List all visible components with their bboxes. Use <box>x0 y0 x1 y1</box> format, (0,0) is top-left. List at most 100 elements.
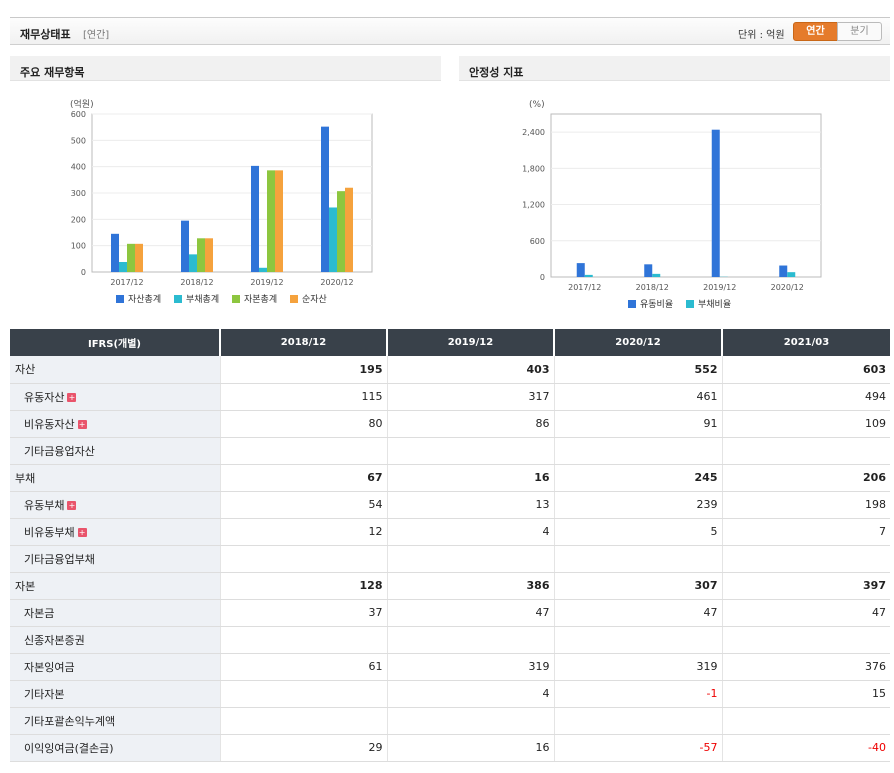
table-cell <box>721 437 890 465</box>
bar <box>644 264 653 277</box>
row-label[interactable]: 비유동자산 + <box>10 410 220 438</box>
table-cell: 403 <box>386 356 554 384</box>
x-tick-label: 2017/12 <box>568 283 601 292</box>
row-label: 자본 <box>10 572 220 600</box>
table-cell: 16 <box>386 734 554 762</box>
table-row: 기타포괄손익누계액 <box>10 707 890 735</box>
table-cell: 115 <box>219 383 387 411</box>
bar <box>189 254 197 272</box>
row-label: 기타금융업자산 <box>10 437 220 465</box>
table-cell: -40 <box>721 734 890 762</box>
bar <box>127 243 135 272</box>
row-label-text: 비유동자산 <box>24 417 75 431</box>
y-tick-label: 200 <box>71 215 86 224</box>
expand-plus-icon[interactable]: + <box>77 528 87 537</box>
row-label-text: 자본금 <box>24 606 55 620</box>
table-cell <box>219 680 387 708</box>
row-label: 자본잉여금 <box>10 653 220 681</box>
legend-swatch <box>290 295 298 303</box>
table-cell: 5 <box>553 518 722 546</box>
column-header-period: 2019/12 <box>386 329 554 356</box>
row-label-text: 기타자본 <box>24 687 65 701</box>
legend-swatch <box>116 295 124 303</box>
legend-swatch <box>628 300 636 308</box>
y-tick-label: 500 <box>71 136 86 145</box>
annual-toggle-button[interactable]: 연간 <box>793 22 838 41</box>
legend-label: 자산총계 <box>128 293 161 305</box>
row-label: 기타금융업부채 <box>10 545 220 573</box>
quarter-toggle-button[interactable]: 분기 <box>837 22 882 41</box>
table-cell: 67 <box>219 464 387 492</box>
row-label[interactable]: 비유동부채 + <box>10 518 220 546</box>
y-tick-label: 2,400 <box>522 128 545 137</box>
table-cell <box>219 545 387 573</box>
table-cell <box>553 545 722 573</box>
expand-plus-icon[interactable]: + <box>77 420 87 429</box>
major-items-title: 주요 재무항목 <box>10 56 441 81</box>
row-label-text: 부채 <box>15 471 36 485</box>
row-label: 신종자본증권 <box>10 626 220 654</box>
bar <box>711 129 720 277</box>
table-cell <box>219 437 387 465</box>
table-cell: 397 <box>721 572 890 600</box>
bar <box>181 220 189 272</box>
column-header-period: 2021/03 <box>721 329 890 356</box>
expand-plus-icon[interactable]: + <box>67 393 77 402</box>
table-row: 자산 195 403 552 603 <box>10 356 890 384</box>
x-tick-label: 2020/12 <box>771 283 804 292</box>
expand-plus-icon[interactable]: + <box>67 501 77 510</box>
row-label-text: 신종자본증권 <box>24 633 85 647</box>
bar <box>345 187 353 272</box>
y-tick-label: 300 <box>71 189 86 198</box>
table-cell: 29 <box>219 734 387 762</box>
row-label: 자산 <box>10 356 220 384</box>
table-row: 신종자본증권 <box>10 626 890 654</box>
table-cell: 13 <box>386 491 554 519</box>
row-label-text: 자본잉여금 <box>24 660 75 674</box>
bar <box>787 272 796 277</box>
bar <box>652 273 661 277</box>
table-cell: 307 <box>553 572 722 600</box>
legend-label: 순자산 <box>302 294 327 305</box>
table-cell: 86 <box>386 410 554 438</box>
table-cell: 4 <box>386 680 554 708</box>
table-cell: 319 <box>553 653 722 681</box>
row-label[interactable]: 유동자산 + <box>10 383 220 411</box>
row-label: 자본금 <box>10 599 220 627</box>
table-cell: 47 <box>553 599 722 627</box>
column-header-period: 2020/12 <box>553 329 722 356</box>
stability-chart: 0 600 1,200 1,800 2,400 (%) 2017/12 2018/12 2019… <box>522 100 822 310</box>
table-row: 자본 128 386 307 397 <box>10 572 890 600</box>
x-tick-label: 2020/12 <box>320 278 353 287</box>
table-cell: 245 <box>553 464 722 492</box>
table-cell <box>386 437 554 465</box>
bar <box>267 170 275 272</box>
row-label-text: 자본 <box>15 579 36 593</box>
table-row: 기타자본 4 -1 15 <box>10 680 890 708</box>
period-label: [연간] <box>83 30 110 41</box>
legend-label: 부채총계 <box>186 293 219 305</box>
legend-label: 자본총계 <box>244 293 277 305</box>
y-tick-label: 400 <box>71 163 86 172</box>
table-cell <box>386 626 554 654</box>
table-cell: 12 <box>219 518 387 546</box>
row-label[interactable]: 유동부채 + <box>10 491 220 519</box>
y-tick-label: 1,200 <box>522 201 545 210</box>
bar <box>197 238 205 272</box>
table-cell: 239 <box>553 491 722 519</box>
table-cell: 494 <box>721 383 890 411</box>
table-cell: 15 <box>721 680 890 708</box>
legend-label: 부채비율 <box>698 299 731 310</box>
table-cell: 603 <box>721 356 890 384</box>
major-items-chart: 0 100 200 300 400 500 600(억원) 2017/12 2018/12 201… <box>70 98 373 305</box>
row-label-text: 기타포괄손익누계액 <box>24 714 116 728</box>
table-cell: 198 <box>721 491 890 519</box>
table-cell: 386 <box>386 572 554 600</box>
table-cell: 317 <box>386 383 554 411</box>
table-cell: -1 <box>553 680 722 708</box>
bar <box>275 170 283 272</box>
table-cell: 7 <box>721 518 890 546</box>
unit-label: 단위 : 억원 <box>738 30 785 41</box>
table-cell: 206 <box>721 464 890 492</box>
row-label-text: 기타금융업자산 <box>24 444 95 458</box>
